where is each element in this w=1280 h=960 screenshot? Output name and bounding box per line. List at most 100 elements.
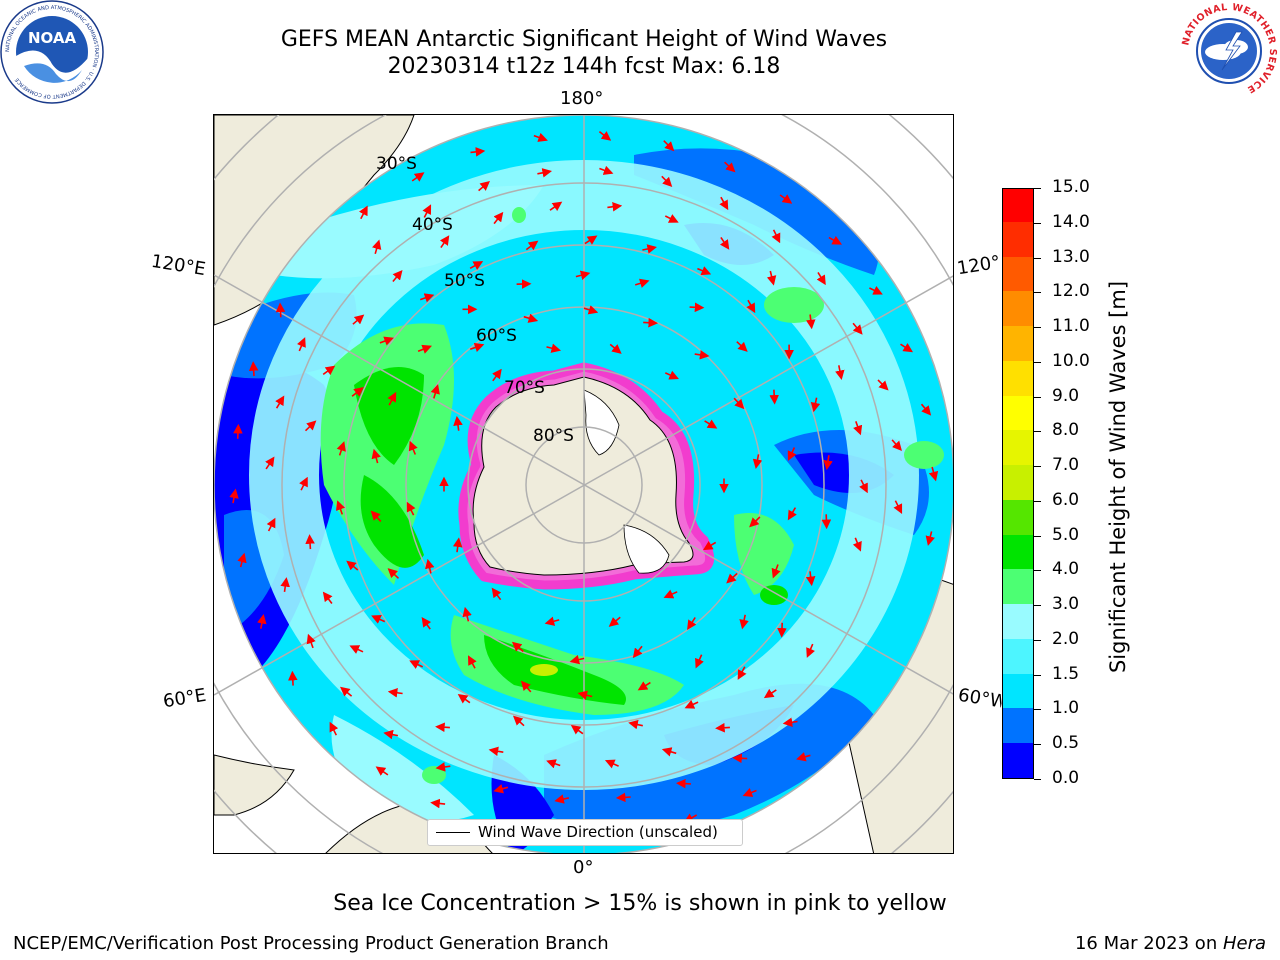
wave-direction-arrow: [575, 270, 591, 280]
colorbar-tick-label: 14.0: [1052, 211, 1090, 232]
colorbar-label: Significant Height of Wind Waves [m]: [1106, 280, 1130, 674]
wave-direction-arrow: [387, 688, 403, 698]
colorbar-segment: [1003, 325, 1033, 361]
wave-direction-arrow: [607, 201, 623, 212]
wave-direction-arrow: [598, 130, 612, 141]
wave-direction-arrow: [322, 365, 336, 376]
wave-direction-arrow: [340, 686, 353, 697]
wave-direction-arrow: [233, 423, 243, 439]
lat-label-40s: 40°S: [412, 215, 453, 235]
wave-direction-arrow: [805, 571, 816, 587]
colorbar-tick: [1034, 639, 1041, 641]
weddell-ice: [623, 524, 670, 574]
wave-direction-arrow: [715, 722, 730, 733]
graticule: [214, 115, 953, 853]
wave-direction-arrow: [488, 746, 504, 757]
wave-direction-arrow: [835, 365, 845, 380]
lon-label-120w: 120°W: [955, 251, 1003, 280]
wave-direction-arrow: [383, 729, 399, 740]
wave-direction-arrow: [634, 278, 650, 288]
wave-direction-arrow: [736, 341, 748, 352]
wave-direction-arrow: [828, 235, 842, 245]
wave-direction-arrow: [724, 161, 736, 173]
wave-direction-arrow: [525, 240, 539, 251]
colorbar-tick-label: 12.0: [1052, 281, 1090, 302]
wave-direction-arrow: [732, 753, 748, 764]
colorbar-tick-label: 15.0: [1052, 177, 1090, 197]
wave-direction-arrow: [371, 615, 386, 624]
wave-direction-arrow: [322, 591, 333, 604]
wave-direction-arrow: [492, 368, 502, 382]
wave-direction-arrow: [853, 421, 863, 436]
wave-direction-arrow: [375, 766, 389, 776]
colorbar-segment: [1003, 707, 1033, 744]
wave-direction-arrow: [852, 322, 863, 335]
wave-direction-arrow: [493, 784, 509, 794]
wave-direction-arrow: [265, 456, 275, 470]
colorbar-segment: [1003, 534, 1033, 570]
wave-direction-arrow: [577, 690, 593, 700]
lon-label-180: 180°: [560, 88, 604, 109]
colorbar-tick: [1034, 292, 1041, 294]
wave-direction-arrow: [511, 641, 524, 653]
colorbar-segment: [1003, 499, 1033, 535]
wave-direction-arrow: [406, 501, 416, 516]
wave-direction-arrow: [409, 660, 424, 669]
chart-subtitle: 20230314 t12z 144h fcst Max: 6.18: [387, 54, 781, 79]
wave-direction-arrow: [664, 370, 679, 380]
wave-direction-arrow: [782, 717, 798, 727]
chart-title: GEFS MEAN Antarctic Significant Height o…: [280, 27, 888, 52]
wave-direction-arrow: [583, 305, 599, 315]
wave-direction-arrow: [893, 500, 903, 515]
antarctica-land: [472, 376, 694, 576]
wave-direction-arrow: [675, 778, 691, 789]
colorbar-tick-label: 8.0: [1052, 420, 1080, 441]
wave-direction-arrow: [346, 560, 359, 571]
colorbar-tick: [1034, 779, 1041, 780]
wave-direction-arrow: [726, 572, 738, 584]
colorbar-tick-label: 11.0: [1052, 316, 1090, 337]
colorbar-tick-label: 0.0: [1052, 768, 1080, 788]
wave-direction-arrow: [408, 440, 418, 455]
wave-direction-arrow: [387, 568, 400, 579]
wave-direction-arrow: [417, 344, 432, 354]
lat-label-50s: 50°S: [444, 271, 485, 291]
wave-direction-arrow: [796, 752, 811, 762]
wave-direction-arrow: [462, 606, 472, 622]
wave-direction-arrow: [609, 343, 622, 354]
wave-direction-arrow: [695, 654, 704, 669]
wave-direction-arrow: [877, 379, 889, 391]
wave-direction-arrow: [358, 205, 368, 220]
wave-direction-arrow: [779, 194, 793, 204]
wave-direction-arrow: [491, 587, 502, 601]
wave-direction-arrow: [439, 235, 450, 249]
colorbar-tick-label: 5.0: [1052, 524, 1080, 545]
wave-direction-arrow: [421, 617, 432, 630]
wave-direction-arrow: [453, 415, 463, 431]
wave-direction-arrow: [280, 577, 290, 593]
wave-direction-arrow: [663, 140, 675, 152]
wave-direction-arrow: [642, 244, 657, 254]
colorbar-tick: [1034, 570, 1041, 572]
wave-direction-arrow: [469, 261, 484, 270]
colorbar-segment: [1003, 673, 1033, 709]
wave-direction-arrow: [371, 448, 381, 464]
legend-label: Wind Wave Direction (unscaled): [478, 823, 718, 841]
wave-direction-arrow: [737, 666, 747, 680]
wave-direction-arrow: [599, 165, 614, 175]
wave-direction-arrow: [766, 270, 777, 286]
colorbar-segment: [1003, 360, 1033, 396]
wave-direction-arrow: [266, 517, 276, 532]
wave-direction-arrow: [544, 616, 560, 626]
wave-direction-arrow: [920, 403, 932, 416]
colorbar-tick-label: 3.0: [1052, 594, 1080, 615]
ross-ice-shelf: [583, 389, 620, 456]
wave-direction-arrow: [306, 633, 316, 649]
wave-direction-arrow: [771, 229, 781, 244]
colorbar-tick: [1034, 674, 1041, 676]
colorbar-segment: [1003, 255, 1033, 292]
wave-direction-arrow: [430, 384, 440, 399]
colorbar-tick-label: 0.5: [1052, 733, 1080, 754]
wave-direction-arrow: [719, 196, 729, 211]
colorbar-tick: [1034, 222, 1041, 224]
